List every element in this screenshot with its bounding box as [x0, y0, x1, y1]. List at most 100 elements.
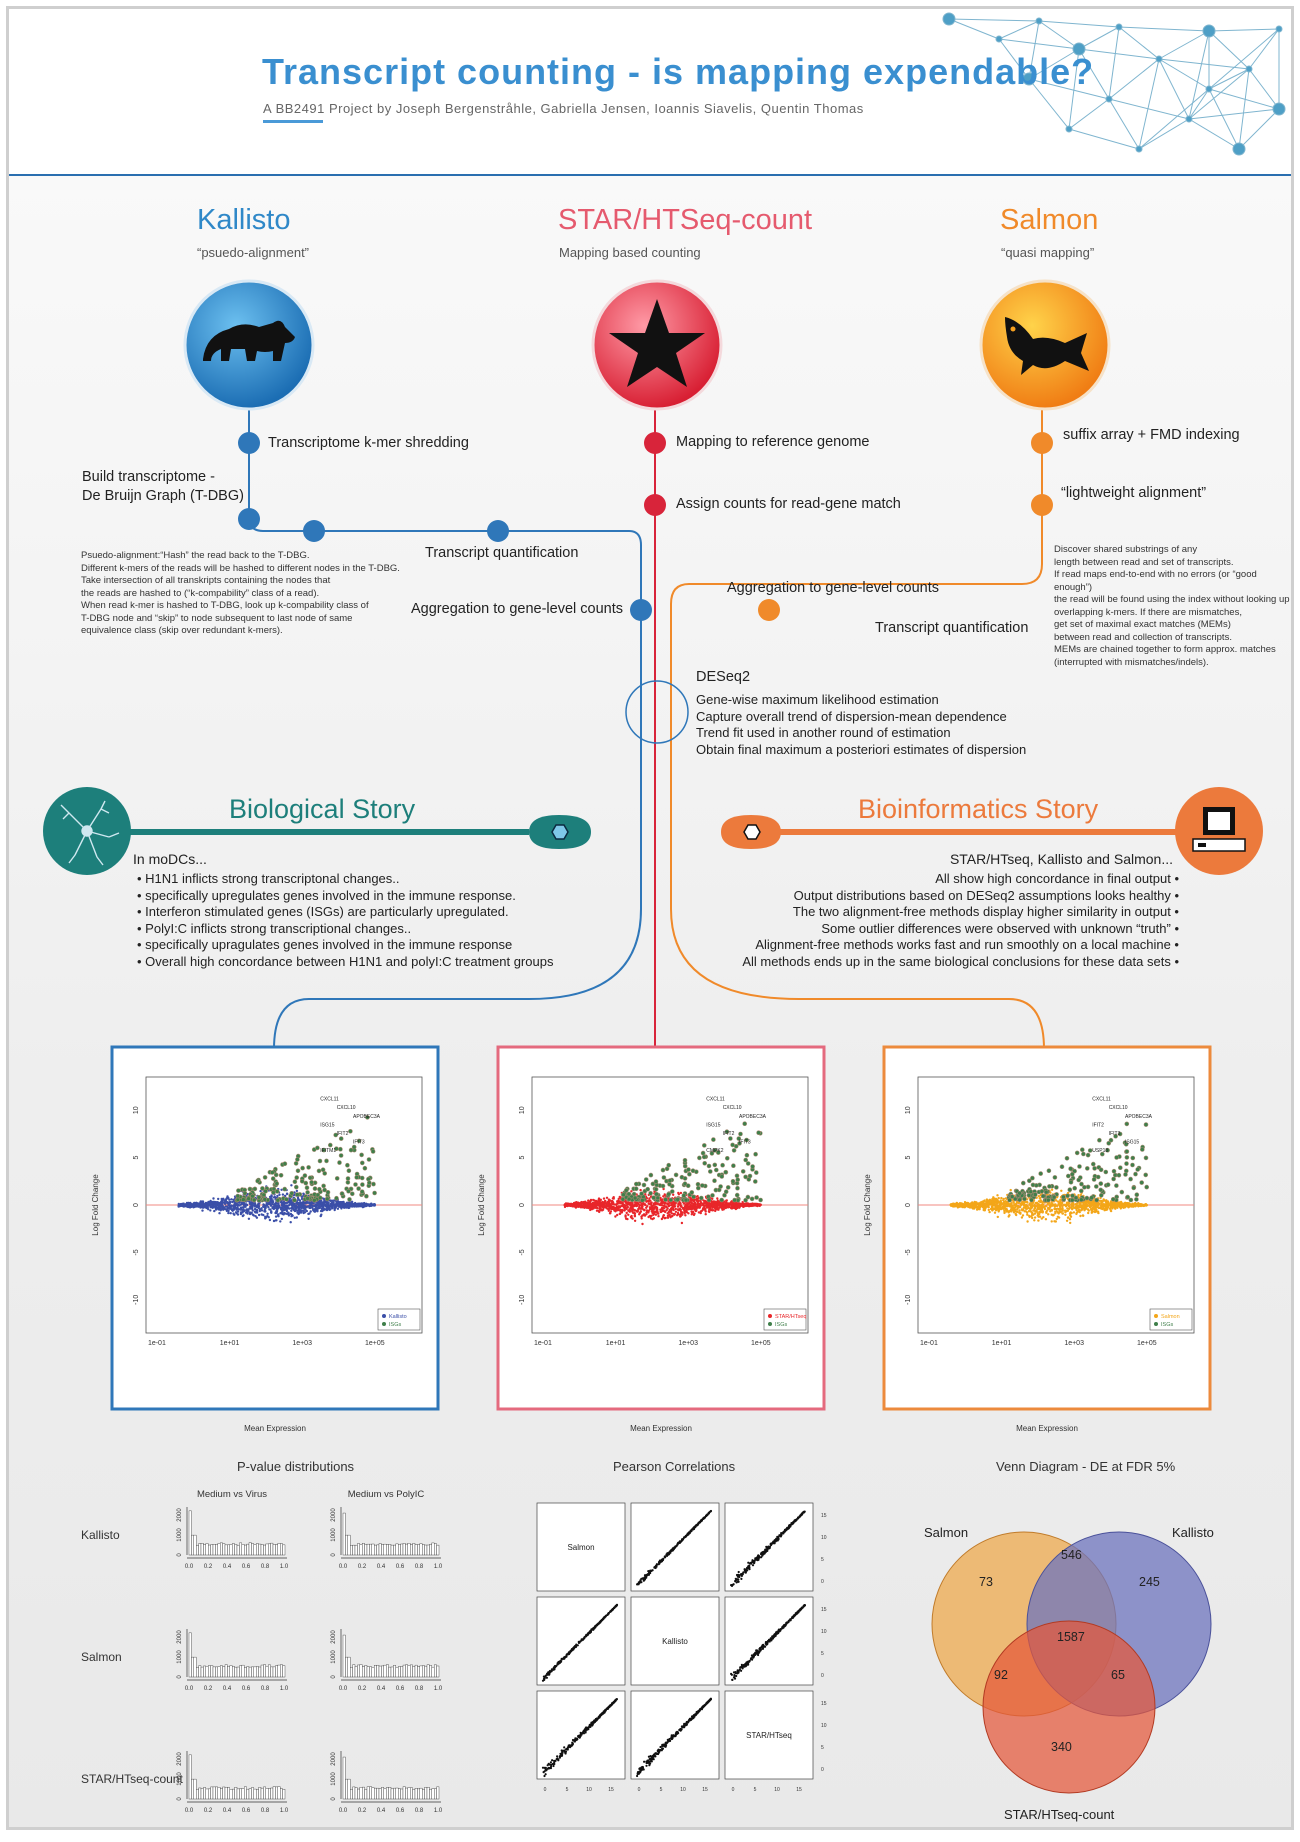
isg-point [1118, 1166, 1122, 1170]
ma-point [601, 1202, 603, 1204]
ma-point [289, 1203, 291, 1205]
ma-point [296, 1212, 298, 1214]
star-step-assign: Assign counts for read-gene match [676, 496, 901, 512]
ma-point [1061, 1202, 1063, 1204]
ma-point [1123, 1203, 1125, 1205]
isg-point [1039, 1172, 1043, 1176]
ma-point [1088, 1209, 1090, 1211]
isg-point [1065, 1156, 1069, 1160]
isg-point [627, 1197, 631, 1201]
ma-point [599, 1199, 601, 1201]
kallisto-step-quant: Transcript quantification [425, 545, 578, 561]
ma-point [680, 1209, 682, 1211]
fish-icon [977, 277, 1113, 413]
isg-point [1047, 1169, 1051, 1173]
ma-point [270, 1205, 272, 1207]
isg-point [731, 1143, 735, 1147]
isg-point [757, 1131, 761, 1135]
isg-point [743, 1122, 747, 1126]
isg-point [306, 1196, 310, 1200]
ma-point [1056, 1218, 1058, 1220]
ma-point [981, 1203, 983, 1205]
isg-point [1069, 1167, 1073, 1171]
ma-point [282, 1202, 284, 1204]
ma-point [272, 1199, 274, 1201]
ma-point [1066, 1207, 1068, 1209]
ma-plots: CXCL11CXCL10APOBEC3AISG15IFIT2IFIT3IFITM… [9, 1039, 1294, 1439]
ma-point [224, 1202, 226, 1204]
isg-point [622, 1193, 626, 1197]
isg-point [252, 1198, 256, 1202]
ma-point [344, 1206, 346, 1208]
isg-point [711, 1193, 715, 1197]
ma-point [1125, 1203, 1127, 1205]
ma-point [227, 1197, 229, 1199]
hist-bar [213, 1544, 215, 1555]
isg-point [755, 1196, 759, 1200]
ma-point [1026, 1208, 1028, 1210]
ma-point [334, 1207, 336, 1209]
hist-bar [223, 1544, 225, 1555]
isg-point [686, 1184, 690, 1188]
ma-point [272, 1203, 274, 1205]
ma-point [286, 1193, 288, 1195]
isg-point [1080, 1182, 1084, 1186]
isg-point [1090, 1196, 1094, 1200]
isg-point [317, 1169, 321, 1173]
ma-point [298, 1203, 300, 1205]
ma-point [1134, 1205, 1136, 1207]
ma-point [272, 1206, 274, 1208]
isg-point [703, 1161, 707, 1165]
ma-point [1000, 1201, 1002, 1203]
isg-point [322, 1184, 326, 1188]
isg-point [312, 1198, 316, 1202]
hist-bar [268, 1544, 270, 1555]
poster: Transcript counting - is mapping expenda… [6, 6, 1294, 1830]
ma-point [1064, 1211, 1066, 1213]
bioinfo-story-intro: STAR/HTseq, Kallisto and Salmon... [867, 851, 1173, 867]
deseq-list: Gene-wise maximum likelihood estimation … [696, 692, 1026, 758]
ma-point [1064, 1214, 1066, 1216]
y-tick-label: -5 [519, 1249, 526, 1255]
ma-point [996, 1194, 998, 1196]
ma-point [683, 1202, 685, 1204]
ma-point [292, 1204, 294, 1206]
isg-point [276, 1198, 280, 1202]
isg-point [720, 1198, 724, 1202]
ma-point [1072, 1204, 1074, 1206]
hist-bar [254, 1545, 256, 1555]
ma-point [1017, 1205, 1019, 1207]
isg-point [1134, 1172, 1138, 1176]
salmon-note-line: length between read and set of transcrip… [1054, 557, 1294, 570]
ma-point [987, 1202, 989, 1204]
ma-point [668, 1205, 670, 1207]
ma-point [193, 1202, 195, 1204]
ma-point [1057, 1211, 1059, 1213]
ma-point [998, 1197, 1000, 1199]
ma-point [606, 1205, 608, 1207]
ma-point [991, 1207, 993, 1209]
ma-point [680, 1206, 682, 1208]
salmon-step-light: “lightweight alignment” [1061, 485, 1206, 501]
isg-point [661, 1184, 665, 1188]
ma-point [742, 1203, 744, 1205]
bioinfo-bullet: Alignment-free methods works fast and ru… [709, 937, 1179, 954]
ma-point [186, 1204, 188, 1206]
ma-point [1106, 1205, 1108, 1207]
isg-point [1068, 1188, 1072, 1192]
isg-point [748, 1174, 752, 1178]
ma-point [242, 1214, 244, 1216]
ma-legend-method: Salmon [1161, 1314, 1180, 1320]
isg-point [317, 1187, 321, 1191]
bio-bullet: • specifically upregulates genes involve… [137, 888, 553, 905]
isg-point [642, 1183, 646, 1187]
ma-point [1066, 1220, 1068, 1222]
hist-bar [191, 1535, 193, 1555]
isg-point [1125, 1122, 1129, 1126]
ma-point [1047, 1213, 1049, 1215]
isg-point [366, 1177, 370, 1181]
ma-point [290, 1221, 292, 1223]
ma-point [1065, 1205, 1067, 1207]
ma-point [215, 1204, 217, 1206]
ma-plot-frame [884, 1047, 1210, 1409]
